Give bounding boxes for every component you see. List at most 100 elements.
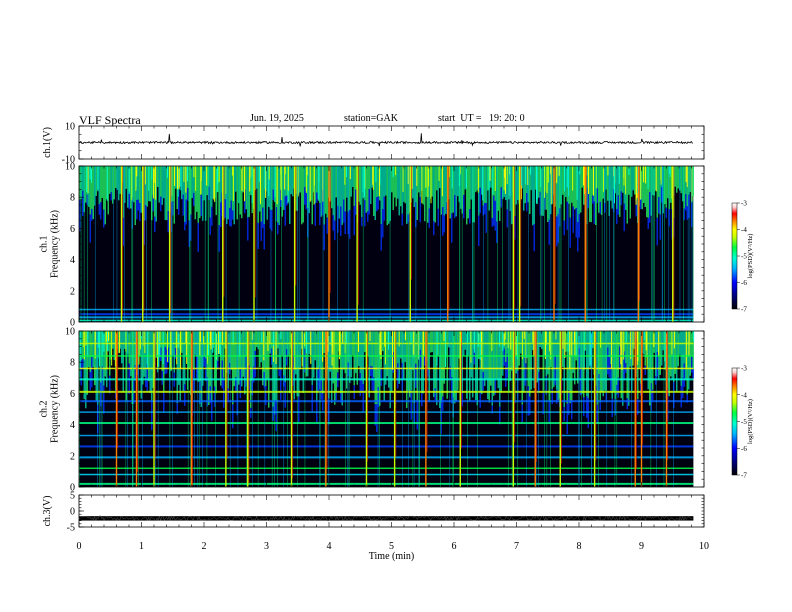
spectrogram-cell — [506, 166, 508, 185]
spectrogram-cell — [554, 354, 556, 386]
x-tick-label: 3 — [264, 541, 269, 552]
spectrogram-cell — [356, 331, 358, 385]
y-tick-label: -5 — [67, 523, 75, 534]
spectrogram-cell — [131, 197, 133, 229]
spectrogram-cell — [314, 166, 316, 204]
spectrogram-cell — [319, 166, 321, 204]
spectrogram-cell — [595, 166, 597, 225]
spectrogram-cell — [177, 331, 179, 348]
spectrogram-cell — [682, 377, 684, 399]
spectrogram-cell — [623, 331, 625, 360]
colorbar-tick-label: -6 — [741, 445, 747, 453]
spectrogram-cell — [599, 402, 601, 411]
spectrogram-cell — [547, 166, 549, 183]
spectrogram-cell — [332, 215, 334, 231]
spectrogram-cell — [645, 166, 647, 184]
spectrogram-cell — [556, 166, 558, 217]
spectrogram-cell — [455, 166, 457, 217]
spectrogram-cell — [145, 205, 147, 221]
spectrogram-cell — [461, 331, 463, 394]
spectrogram-cell — [475, 166, 477, 193]
spectrogram-cell — [88, 331, 90, 368]
spectrogram-cell — [473, 349, 475, 365]
y-tick-label: 4 — [70, 255, 75, 266]
spectrogram-cell — [370, 366, 372, 377]
spectrogram-cell — [607, 166, 609, 201]
spectrogram-cell — [250, 407, 252, 418]
spectrogram-cell — [115, 166, 117, 189]
x-tick-label: 1 — [139, 541, 144, 552]
spectrogram-cell — [623, 351, 625, 381]
spectrogram-cell — [493, 166, 495, 196]
spectrogram-cell — [410, 331, 412, 391]
spectrogram-cell — [284, 166, 286, 197]
spectrogram-cell — [477, 331, 479, 347]
spectrogram-cell — [565, 166, 567, 198]
spectrogram-cell — [400, 166, 402, 207]
spectrogram-cell — [162, 331, 164, 365]
spectrogram-cell — [301, 166, 303, 225]
spectrogram-cell — [347, 362, 349, 377]
spectrogram-cell — [268, 331, 270, 408]
spectrogram-cell — [562, 166, 564, 195]
spectrogram-cell — [379, 166, 381, 186]
spectrogram-cell — [361, 331, 363, 379]
spectrogram-cell — [343, 199, 345, 223]
spectrogram-cell — [253, 331, 255, 367]
spectrogram-cell — [304, 331, 306, 347]
spectrogram-cell — [108, 331, 110, 342]
spectrogram-cell — [566, 403, 568, 435]
spectrogram-cell — [230, 331, 232, 370]
spectrogram-cell — [421, 166, 423, 204]
spectrogram-cell — [376, 331, 378, 405]
spectrogram-cell — [437, 166, 439, 209]
spectrogram-cell — [319, 203, 321, 226]
spectrogram-cell — [583, 331, 585, 370]
spectrogram-cell — [384, 331, 386, 347]
ch3-waveform-line — [78, 515, 693, 522]
spectrogram-cell — [251, 380, 253, 396]
spectrogram-cell — [457, 331, 459, 391]
spectrogram-cell — [656, 352, 658, 377]
y-tick-label: 5 — [70, 491, 75, 502]
spectrogram-cell — [340, 331, 342, 394]
spectrogram-cell — [242, 166, 244, 193]
spectrogram-cell — [410, 331, 412, 345]
spectrogram-cell — [592, 166, 594, 196]
spectrogram-cell — [583, 166, 585, 195]
spectrogram-cell — [665, 166, 667, 208]
spectrogram-cell — [145, 166, 147, 206]
spectrogram-cell — [551, 389, 553, 405]
spectrogram-cell — [86, 331, 88, 395]
spectrogram-cell — [353, 205, 355, 236]
spectrogram-cell — [562, 331, 564, 368]
spectrogram-cell — [461, 393, 463, 407]
spectrogram-cell — [660, 166, 662, 180]
spectrogram-cell — [194, 166, 196, 220]
spectrogram-cell — [659, 331, 661, 375]
spectrogram-cell — [526, 193, 528, 212]
spectrogram-cell — [538, 166, 540, 198]
spectrogram-cell — [572, 331, 574, 373]
spectrogram-cell — [581, 331, 583, 394]
spectrogram-cell — [259, 166, 261, 205]
spectrogram-cell — [454, 331, 456, 404]
spectrogram-cell — [332, 166, 334, 216]
spectrogram-cell — [155, 331, 157, 358]
spectrogram-cell — [244, 166, 246, 202]
spectrogram-cell — [209, 331, 211, 387]
spectrogram-cell — [221, 331, 223, 361]
spectrogram-cell — [250, 331, 252, 408]
spectrogram-cell — [137, 365, 139, 378]
spectrogram-cell — [257, 222, 259, 249]
spectrogram-cell — [451, 377, 453, 404]
spectrogram-band — [79, 482, 694, 485]
spectrogram-cell — [139, 166, 141, 204]
spectrogram-cell — [206, 166, 208, 196]
spectrogram-cell — [87, 166, 89, 194]
spectrogram-cell — [436, 166, 438, 191]
spectrogram-cell — [469, 331, 471, 401]
spectrogram-cell — [668, 209, 670, 227]
spectrogram-cell — [437, 208, 439, 227]
spectrogram-cell — [383, 166, 385, 197]
